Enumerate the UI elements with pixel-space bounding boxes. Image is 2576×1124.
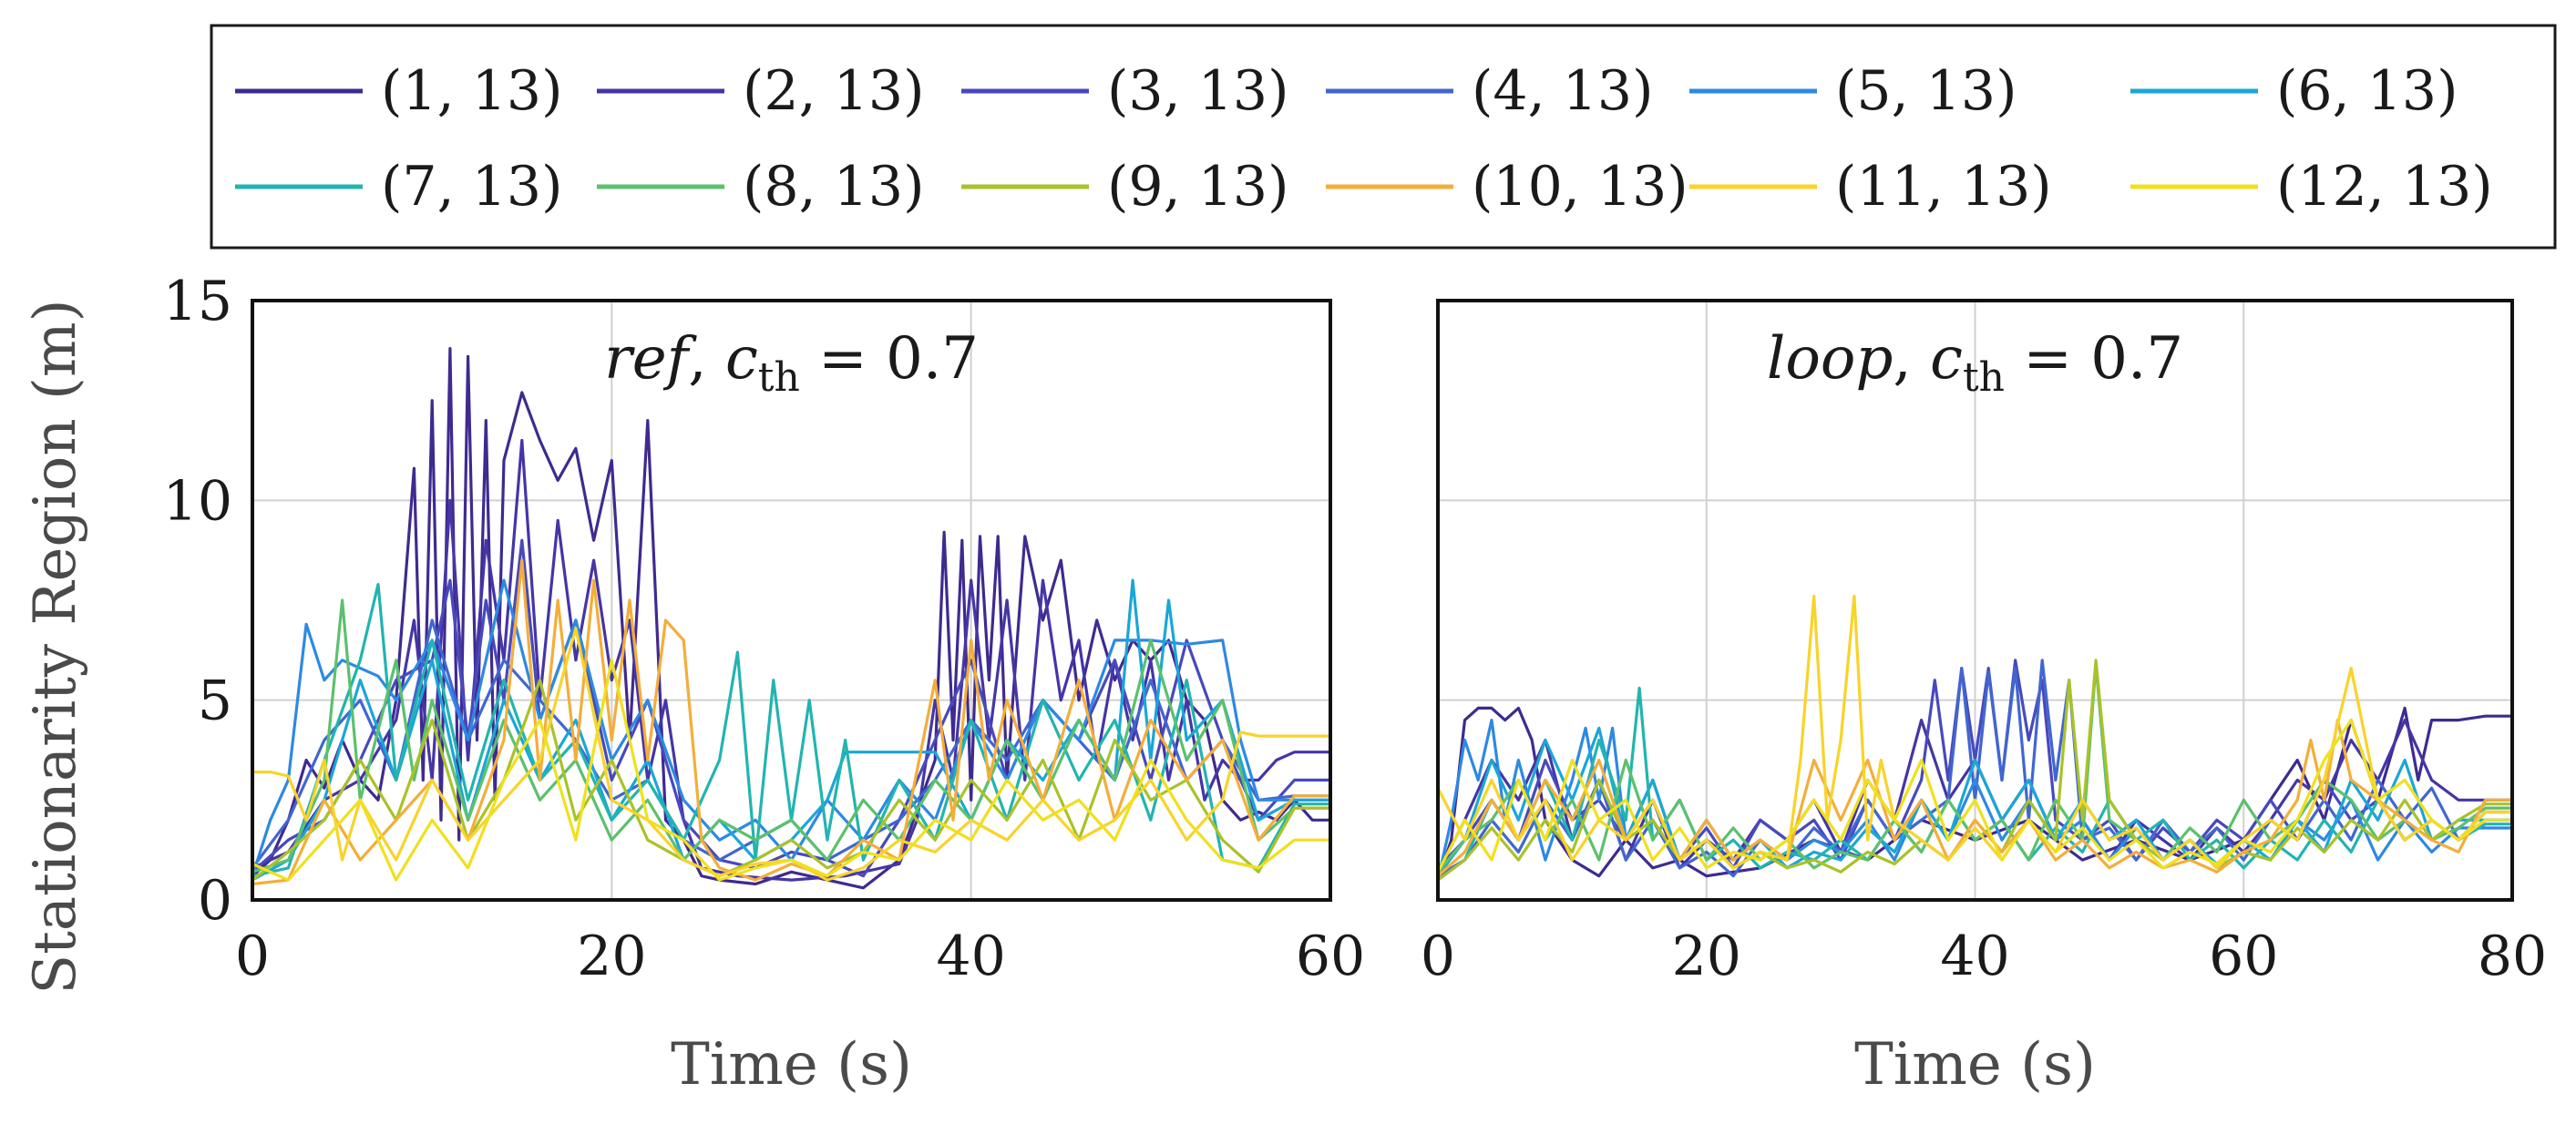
legend-label: (10, 13) <box>1472 155 1688 219</box>
series-line-(11, 13) <box>1438 595 2512 870</box>
series-line-(11, 13) <box>252 627 1330 882</box>
series-line-(6, 13) <box>252 578 1330 882</box>
legend-label: (12, 13) <box>2276 155 2493 219</box>
legend-item: (8, 13) <box>597 155 924 219</box>
x-tick-label: 60 <box>1296 925 1365 988</box>
plot-frame <box>251 299 1332 902</box>
x-axis-label: Time (s) <box>671 1031 912 1098</box>
x-tick-label: 0 <box>1421 925 1455 988</box>
x-tick-label: 20 <box>1672 925 1741 988</box>
y-axis-label: Stationarity Region (m) <box>22 299 89 994</box>
x-tick-label: 0 <box>235 925 270 988</box>
panel-title: loop, cth = 0.7 <box>1767 325 2183 401</box>
legend-item: (11, 13) <box>1689 155 2052 219</box>
legend-item: (3, 13) <box>961 59 1288 123</box>
series-line-(10, 13) <box>252 558 1330 886</box>
legend-label: (3, 13) <box>1107 59 1288 123</box>
legend-item: (7, 13) <box>235 155 562 219</box>
series-line-(3, 13) <box>252 538 1330 878</box>
legend-label: (2, 13) <box>743 59 924 123</box>
x-tick-label: 20 <box>577 925 646 988</box>
legend-item: (10, 13) <box>1326 155 1688 219</box>
series-line-(6, 13) <box>1438 726 2512 878</box>
plot-frame <box>1436 299 2514 902</box>
legend-frame <box>210 24 2557 250</box>
legend-item: (6, 13) <box>2130 59 2458 123</box>
series-line-(1, 13) <box>252 347 1330 890</box>
legend-item: (12, 13) <box>2130 155 2493 219</box>
series-line-(4, 13) <box>252 618 1330 870</box>
x-tick-label: 80 <box>2478 925 2547 988</box>
legend-label: (9, 13) <box>1107 155 1288 219</box>
series-line-(8, 13) <box>252 598 1330 874</box>
x-tick-label: 40 <box>936 925 1005 988</box>
y-tick-label: 5 <box>198 669 232 733</box>
y-tick-label: 0 <box>198 869 232 933</box>
series-line-(12, 13) <box>1438 719 2512 874</box>
series-line-(7, 13) <box>252 582 1330 878</box>
legend-item: (9, 13) <box>961 155 1288 219</box>
panel-title: ref, cth = 0.7 <box>604 325 979 401</box>
series-line-(4, 13) <box>1438 659 2512 878</box>
panel-ref: 0 20 40 60 0 5 10 15 Time (s) ref, cth = 0.7 <box>163 270 1366 1098</box>
x-axis-label: Time (s) <box>1854 1031 2096 1098</box>
x-tick-label: 60 <box>2209 925 2278 988</box>
legend-label: (1, 13) <box>381 59 562 123</box>
legend-label: (11, 13) <box>1835 155 2052 219</box>
legend-item: (1, 13) <box>235 59 562 123</box>
series-group <box>252 347 1330 890</box>
legend-label: (7, 13) <box>381 155 562 219</box>
y-tick-label: 15 <box>163 270 232 333</box>
legend-item: (5, 13) <box>1689 59 2017 123</box>
series-line-(9, 13) <box>252 679 1330 882</box>
legend-items: (1, 13) (2, 13) (3, 13) (4, 13) (5, 13) (6, 1… <box>235 59 2493 219</box>
legend-label: (4, 13) <box>1472 59 1653 123</box>
y-tick-label: 10 <box>163 469 232 533</box>
legend-item: (4, 13) <box>1326 59 1653 123</box>
legend: (1, 13) (2, 13) (3, 13) (4, 13) (5, 13) (6, 1… <box>210 24 2557 250</box>
legend-label: (8, 13) <box>743 155 924 219</box>
series-line-(12, 13) <box>252 659 1330 882</box>
legend-label: (5, 13) <box>1835 59 2017 123</box>
legend-label: (6, 13) <box>2276 59 2458 123</box>
legend-item: (2, 13) <box>597 59 924 123</box>
x-tick-label: 40 <box>1940 925 2009 988</box>
series-group <box>1438 595 2512 882</box>
panel-loop: 0 20 40 60 80 Time (s) loop, cth = 0.7 <box>1421 299 2547 1098</box>
